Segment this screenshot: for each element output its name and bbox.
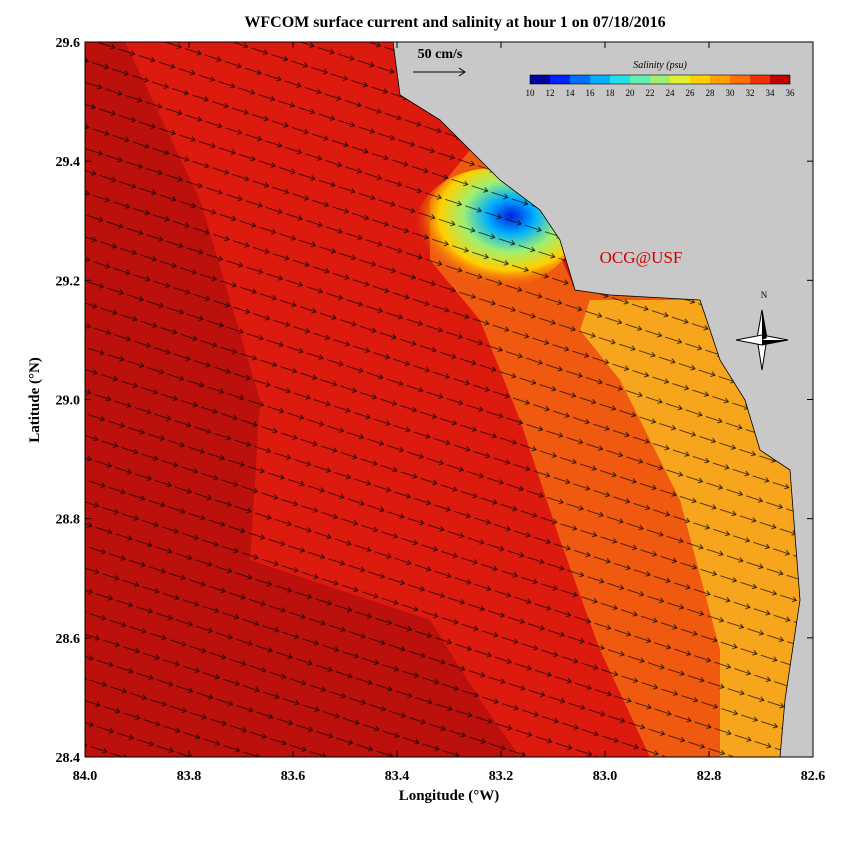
colorbar-tick-label: 20 (626, 88, 636, 98)
colorbar-tick-label: 22 (646, 88, 655, 98)
x-tick-label: 83.2 (489, 769, 514, 784)
colorbar-segment (770, 75, 790, 84)
y-tick-label: 28.4 (56, 751, 81, 766)
colorbar-tick-label: 12 (546, 88, 555, 98)
title: WFCOM surface current and salinity at ho… (244, 14, 665, 31)
compass: N (735, 290, 789, 371)
colorbar-segment (690, 75, 710, 84)
colorbar-title: Salinity (psu) (633, 60, 687, 71)
y-axis-label: Latitude (°N) (27, 357, 43, 443)
colorbar-tick-label: 28 (706, 88, 716, 98)
x-tick-label: 83.4 (385, 769, 410, 784)
scale-arrow (413, 67, 466, 77)
colorbar-tick-label: 34 (766, 88, 776, 98)
x-axis-label: Longitude (°W) (399, 788, 500, 804)
y-tick-label: 29.4 (56, 155, 81, 170)
colorbar-segment (550, 75, 570, 84)
x-tick-label: 83.0 (593, 769, 618, 784)
y-tick-label: 28.8 (56, 513, 81, 528)
colorbar-segment (710, 75, 730, 84)
colorbar-tick-label: 18 (606, 88, 616, 98)
colorbar-tick-label: 16 (586, 88, 596, 98)
y-tick-label: 28.6 (56, 632, 81, 647)
y-tick-label: 29.0 (56, 394, 81, 409)
colorbar-segment (670, 75, 690, 84)
colorbar-segment (530, 75, 550, 84)
colorbar-tick-label: 14 (566, 88, 576, 98)
compass-label: N (761, 290, 768, 300)
x-tick-label: 83.8 (177, 769, 202, 784)
colorbar-segment (570, 75, 590, 84)
colorbar-tick-label: 10 (526, 88, 536, 98)
colorbar-tick-label: 30 (726, 88, 736, 98)
colorbar-tick-label: 24 (666, 88, 676, 98)
y-tick-label: 29.2 (56, 274, 81, 289)
x-tick-label: 83.6 (281, 769, 306, 784)
colorbar-tick-label: 32 (746, 88, 755, 98)
annotation: OCG@USF (600, 248, 683, 267)
colorbar-tick-label: 36 (786, 88, 796, 98)
scale-label: 50 cm/s (418, 47, 463, 62)
land (392, 41, 814, 758)
y-tick-label: 29.6 (56, 36, 81, 51)
colorbar-segment (730, 75, 750, 84)
x-tick-label: 82.8 (697, 769, 722, 784)
x-tick-label: 82.6 (801, 769, 826, 784)
colorbar-frame (529, 74, 791, 85)
colorbar-segment (590, 75, 610, 84)
colorbar-tick-label: 26 (686, 88, 696, 98)
colorbar-segment (650, 75, 670, 84)
colorbar-segment (610, 75, 630, 84)
colorbar-segment (630, 75, 650, 84)
colorbar-segment (750, 75, 770, 84)
x-tick-label: 84.0 (73, 769, 98, 784)
